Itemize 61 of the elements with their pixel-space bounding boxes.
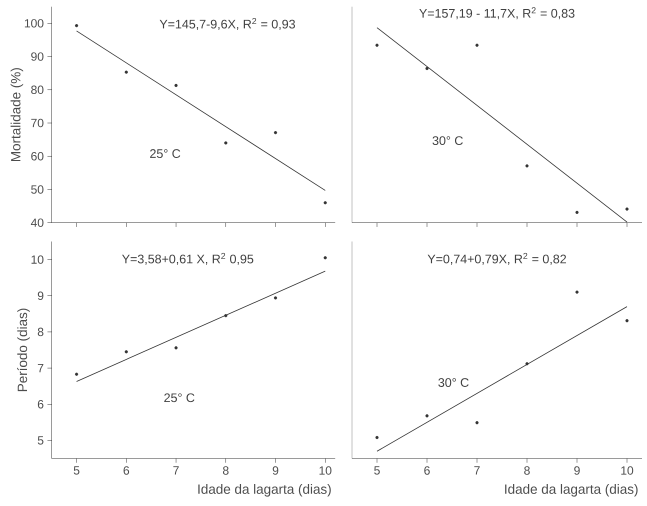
point <box>375 436 379 440</box>
x-tick-label: 6 <box>424 466 430 475</box>
y-tick-label: 90 <box>31 52 44 61</box>
y-tick-label: 6 <box>38 400 44 408</box>
y-tick-label: 60 <box>31 152 44 160</box>
point <box>74 372 78 376</box>
y-tick-label: 40 <box>30 218 44 227</box>
x-tick-label: 10 <box>621 466 634 475</box>
point <box>274 296 278 300</box>
point <box>174 346 178 350</box>
x-tick-label: 10 <box>320 466 332 475</box>
annotation: 25° C <box>150 149 180 158</box>
annotation: Y=0,74+0,79X, R$^{2}$ = 0,82 <box>428 252 566 265</box>
y-tick-label: 100 <box>24 19 44 28</box>
y-tick-label: 80 <box>31 86 44 94</box>
annotation: Y=3,58+0,61 X, R$^{2}$ 0,95 <box>122 252 254 265</box>
x-tick-label: 9 <box>574 466 580 475</box>
point <box>324 201 327 204</box>
x-tick-label: 5 <box>374 466 380 475</box>
y-tick-label: 70 <box>31 118 44 128</box>
x-tick-label: 8 <box>524 466 530 475</box>
point <box>475 421 479 424</box>
point <box>425 66 429 70</box>
point <box>625 319 629 322</box>
point <box>425 414 429 418</box>
y-axis-title: Mortalidade (%) <box>10 68 24 162</box>
y-tick-label: 50 <box>31 185 44 194</box>
point <box>174 84 178 88</box>
x-tick-label: 7 <box>474 466 480 474</box>
annotation: 25° C <box>164 393 194 402</box>
point <box>324 256 327 260</box>
point <box>475 44 479 47</box>
y-tick-label: 9 <box>38 292 44 300</box>
point <box>274 131 278 134</box>
x-tick-label: 8 <box>222 466 229 475</box>
x-axis-title: Idade da lagarta (dias) <box>505 484 638 497</box>
x-axis-title: Idade da lagarta (dias) <box>198 484 331 497</box>
annotation: Y=145,7-9,6X, R$^{2}$ = 0,93 <box>160 18 295 30</box>
x-tick-label: 6 <box>124 466 130 475</box>
x-tick-label: 9 <box>272 466 278 475</box>
point <box>74 24 78 28</box>
y-tick-label: 7 <box>38 364 44 372</box>
point <box>575 210 579 214</box>
x-tick-label: 5 <box>74 466 80 475</box>
x-tick-label: 7 <box>173 466 179 474</box>
annotation: 30° C <box>432 136 463 146</box>
y-tick-label: 8 <box>38 328 44 336</box>
point <box>525 164 529 168</box>
y-tick-label: 10 <box>32 255 44 264</box>
y-tick-label: 5 <box>38 436 44 445</box>
point <box>575 290 579 294</box>
point <box>375 44 379 47</box>
point <box>625 207 629 211</box>
y-axis-title: Período (dias) <box>17 308 30 392</box>
annotation: Y=157,19 - 11,7X, R$^{2}$ = 0,83 <box>419 7 574 20</box>
point <box>525 362 529 366</box>
point <box>224 314 228 318</box>
annotation: 30° C <box>438 378 469 387</box>
point <box>124 350 128 354</box>
point <box>224 141 228 145</box>
point <box>124 70 128 74</box>
